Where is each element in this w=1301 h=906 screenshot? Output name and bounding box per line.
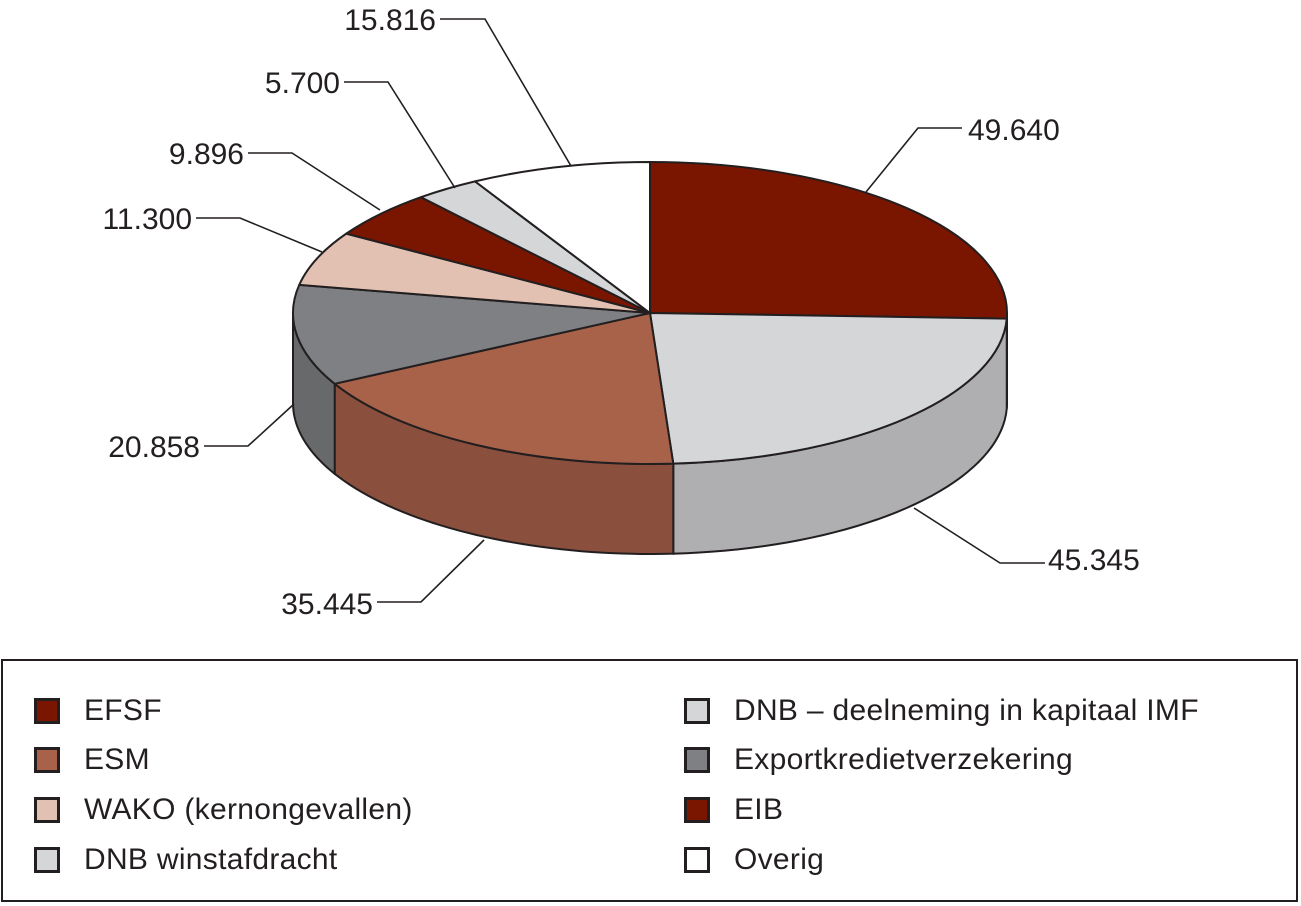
leader-line-dnb-winstafdracht (344, 81, 456, 189)
data-label-overig: 15.816 (344, 4, 436, 37)
data-label-esm: 35.445 (281, 588, 373, 621)
legend-swatch-esm (34, 747, 60, 773)
pie-slice-wako-kernongevallen (298, 232, 651, 314)
legend-label-overig: Overig (734, 843, 825, 876)
legend-label-wako: WAKO (kernongevallen) (84, 793, 413, 826)
leader-line-efsf (865, 127, 962, 193)
legend: EFSF ESM WAKO (kernongevallen) DNB winst… (1, 659, 1298, 902)
data-label-eib: 9.896 (169, 138, 244, 171)
legend-item-exportkredietverzekering: Exportkredietverzekering (684, 743, 1073, 777)
legend-item-efsf: EFSF (34, 694, 162, 728)
legend-item-dnb-imf: DNB – deelneming in kapitaal IMF (684, 694, 1199, 728)
legend-swatch-dnb-imf (684, 698, 710, 724)
data-label-exportkredietverzekering: 20.858 (108, 431, 200, 464)
legend-item-esm: ESM (34, 743, 150, 777)
leader-line-exportkredietverzekering (204, 403, 295, 447)
leader-line-eib (248, 152, 381, 211)
legend-swatch-overig (684, 847, 710, 873)
legend-item-overig: Overig (684, 843, 824, 877)
legend-swatch-efsf (34, 698, 60, 724)
pie-chart: 49.640 45.345 35.445 20.858 11.300 9.896 5.700… (102, 4, 1140, 621)
data-label-wako-kernongevallen: 11.300 (102, 203, 192, 236)
legend-item-wako: WAKO (kernongevallen) (34, 793, 413, 827)
pie-slice-efsf (649, 161, 1008, 320)
legend-label-exportkredietverzekering: Exportkredietverzekering (734, 743, 1074, 776)
data-label-dnb-deelneming-in-kapitaal-imf: 45.345 (1048, 544, 1140, 577)
legend-label-dnb-winstafdracht: DNB winstafdracht (84, 843, 338, 876)
leader-line-wako-kernongevallen (196, 217, 323, 253)
legend-item-dnb-winstafdracht: DNB winstafdracht (34, 843, 338, 877)
data-label-efsf: 49.640 (968, 114, 1060, 147)
legend-swatch-wako (34, 797, 60, 823)
legend-swatch-eib (684, 797, 710, 823)
legend-label-eib: EIB (734, 793, 784, 826)
pie-slice-esm (333, 312, 675, 465)
legend-swatch-exportkredietverzekering (684, 747, 710, 773)
leader-line-dnb-deelneming-in-kapitaal-imf (913, 507, 1045, 564)
pie-slice-dnb-deelneming-in-kapitaal-imf (649, 312, 1008, 465)
legend-label-dnb-imf: DNB – deelneming in kapitaal IMF (734, 694, 1199, 727)
legend-swatch-dnb-winstafdracht (34, 847, 60, 873)
legend-item-eib: EIB (684, 793, 783, 827)
pie-slice-overig (474, 161, 651, 314)
legend-label-esm: ESM (84, 743, 150, 776)
leader-line-esm (377, 539, 485, 603)
legend-label-efsf: EFSF (84, 694, 162, 727)
pie-slice-exportkredietverzekering (292, 283, 651, 385)
data-label-dnb-winstafdracht: 5.700 (265, 67, 340, 100)
leader-line-overig (440, 18, 572, 167)
